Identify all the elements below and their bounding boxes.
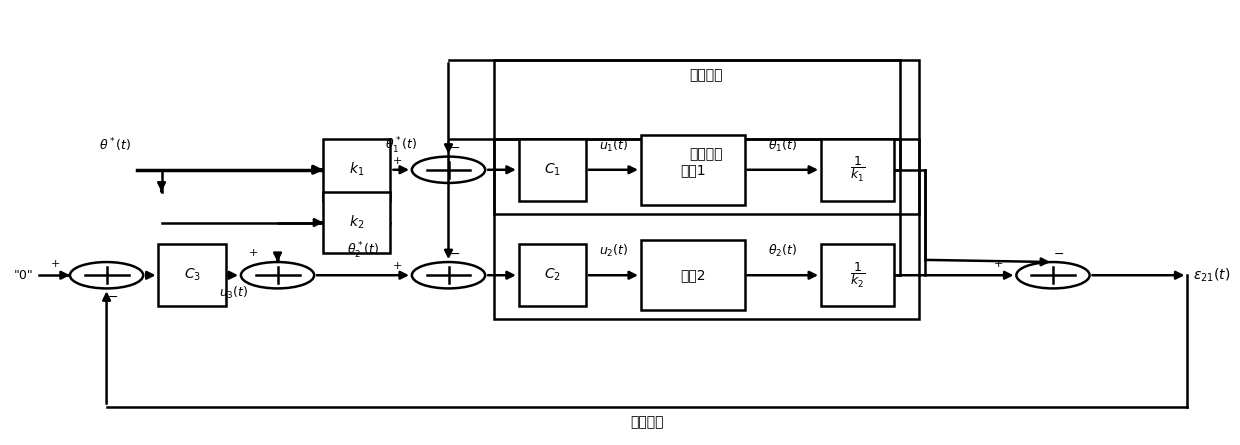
Text: 误差闭环: 误差闭环: [630, 416, 663, 429]
Bar: [495, 139, 919, 319]
Text: $u_3(t)$: $u_3(t)$: [218, 285, 248, 301]
Text: $C_1$: $C_1$: [544, 162, 560, 178]
Text: 电机2: 电机2: [680, 268, 706, 282]
Text: "0": "0": [14, 269, 33, 282]
Bar: [159, 244, 226, 306]
Circle shape: [412, 262, 485, 288]
Text: $\theta_2(t)$: $\theta_2(t)$: [769, 243, 797, 259]
Text: +: +: [51, 259, 60, 269]
Bar: [495, 60, 919, 214]
Text: $C_2$: $C_2$: [544, 267, 560, 283]
Text: $\theta_1^*(t)$: $\theta_1^*(t)$: [384, 136, 418, 156]
Text: +: +: [393, 156, 402, 166]
Text: +: +: [248, 248, 258, 258]
Text: $\dfrac{1}{k_2}$: $\dfrac{1}{k_2}$: [849, 261, 866, 290]
Circle shape: [69, 262, 143, 288]
Circle shape: [1017, 262, 1090, 288]
Circle shape: [412, 157, 485, 183]
Text: 电机1: 电机1: [680, 163, 706, 177]
Bar: [324, 192, 391, 253]
Bar: [518, 244, 585, 306]
Bar: [324, 139, 391, 201]
Text: 跟踪闭环: 跟踪闭环: [689, 147, 723, 162]
Text: $\theta^*(t)$: $\theta^*(t)$: [99, 137, 131, 154]
Text: $\dfrac{1}{k_1}$: $\dfrac{1}{k_1}$: [849, 155, 866, 184]
Text: +: +: [993, 259, 1003, 269]
Text: 跟踪闭环: 跟踪闭环: [689, 68, 723, 82]
Text: $\theta_2^*(t)$: $\theta_2^*(t)$: [347, 241, 379, 261]
Text: $k_2$: $k_2$: [350, 214, 365, 231]
Bar: [821, 139, 894, 201]
Text: −: −: [449, 142, 460, 155]
Bar: [518, 139, 585, 201]
Text: −: −: [449, 247, 460, 261]
Text: $k_1$: $k_1$: [350, 161, 365, 178]
Text: $\varepsilon_{21}(t)$: $\varepsilon_{21}(t)$: [1193, 267, 1231, 284]
Text: $u_1(t)$: $u_1(t)$: [599, 138, 629, 154]
Bar: [821, 244, 894, 306]
Bar: [641, 134, 745, 205]
Text: −: −: [1054, 247, 1064, 261]
Text: $u_2(t)$: $u_2(t)$: [599, 243, 629, 259]
Circle shape: [241, 262, 314, 288]
Text: +: +: [393, 262, 402, 271]
Text: $\theta_1(t)$: $\theta_1(t)$: [769, 138, 797, 154]
Text: −: −: [108, 291, 118, 303]
Bar: [641, 240, 745, 311]
Text: $C_3$: $C_3$: [184, 267, 201, 283]
